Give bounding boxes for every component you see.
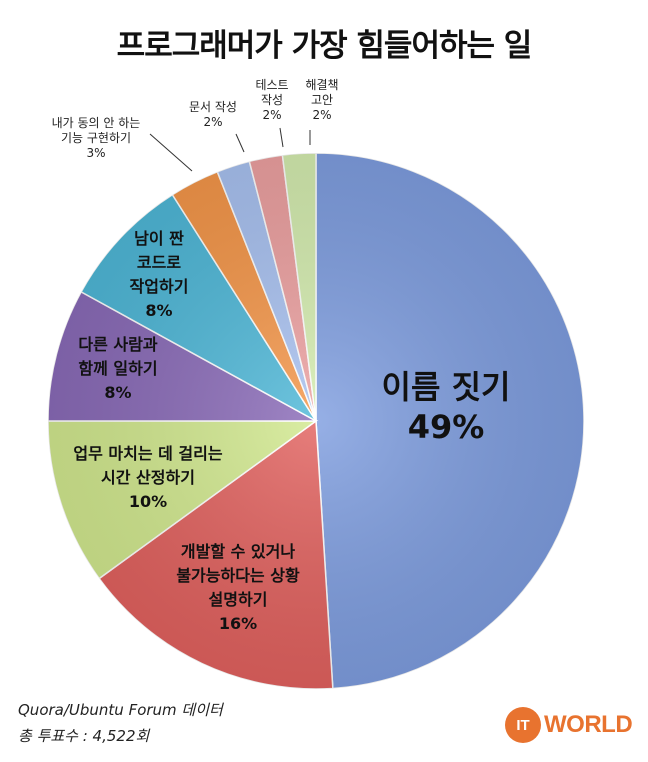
- slice-label-9: 해결책 고안 2%: [305, 77, 338, 122]
- slice-label-line: 문서 작성: [189, 100, 237, 114]
- slice-label-line: 이름 짓기: [382, 368, 511, 406]
- slice-label-line: 개발할 수 있거나: [181, 542, 295, 561]
- slice-percent: 16%: [219, 614, 257, 633]
- slice-percent: 3%: [86, 146, 105, 160]
- slice-label-line: 기능 구현하기: [61, 131, 131, 145]
- slice-label-line: 고안: [311, 93, 333, 107]
- slice-label-line: 테스트: [255, 78, 288, 92]
- slice-percent: 2%: [203, 115, 222, 129]
- slice-label-line: 다른 사람과: [78, 335, 157, 354]
- slice-label-line: 내가 동의 안 하는: [52, 116, 141, 130]
- slice-percent: 2%: [312, 108, 331, 122]
- slice-percent: 8%: [145, 301, 172, 320]
- leader-line-6: [149, 133, 193, 172]
- slice-label-1: 이름 짓기 49%: [382, 368, 511, 446]
- source-note: Quora/Ubuntu Forum 데이터: [18, 701, 223, 719]
- slice-label-6: 내가 동의 안 하는 기능 구현하기 3%: [52, 116, 141, 160]
- chart-title: 프로그래머가 가장 힘들어하는 일: [116, 28, 533, 64]
- slice-label-8: 테스트 작성 2%: [255, 78, 288, 122]
- slice-label-line: 남이 짠: [134, 229, 184, 248]
- itworld-logo: IT WORLD: [505, 705, 633, 745]
- leader-line-7: [235, 133, 245, 153]
- slice-percent: 8%: [104, 383, 131, 402]
- slice-label-line: 불가능하다는 상황: [176, 566, 300, 585]
- slice-percent: 49%: [408, 408, 485, 446]
- slice-label-line: 업무 마치는 데 걸리는: [73, 444, 222, 463]
- leader-line-8: [279, 127, 284, 148]
- slice-label-line: 설명하기: [209, 590, 268, 609]
- votes-note: 총 투표수 : 4,522회: [18, 727, 150, 745]
- logo-badge: IT: [505, 707, 541, 743]
- slice-label-line: 함께 일하기: [78, 359, 157, 378]
- slice-label-7: 문서 작성 2%: [189, 100, 237, 129]
- slice-label-line: 시간 산정하기: [101, 468, 195, 487]
- slice-label-line: 코드로: [137, 253, 181, 272]
- slice-label-line: 해결책: [305, 77, 338, 92]
- slice-percent: 10%: [129, 492, 167, 511]
- slice-label-line: 작업하기: [130, 277, 189, 296]
- slice-label-line: 작성: [261, 93, 283, 107]
- logo-word: WORLD: [544, 711, 633, 738]
- slice-percent: 2%: [262, 108, 281, 122]
